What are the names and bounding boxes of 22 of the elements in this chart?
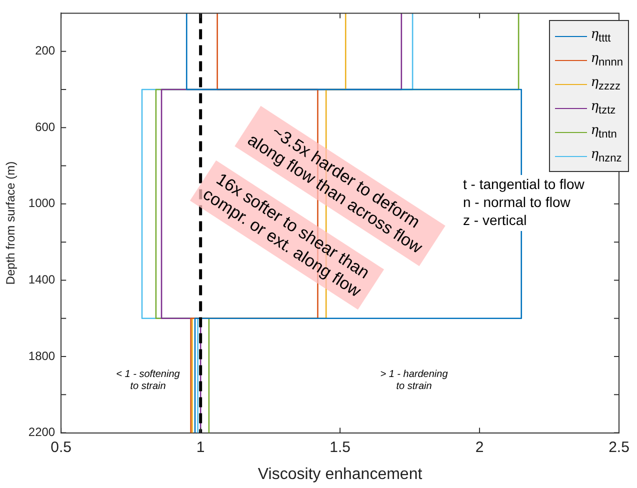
x-tick-label: 2 (475, 438, 484, 456)
legend-label: η$_{nnnn}$ (590, 51, 623, 69)
annotation: < 1 - softening to strain (116, 368, 180, 392)
annotation: t - tangential to flow n - normal to flow z - vertical (463, 176, 586, 228)
y-tick-label: 1400 (28, 272, 56, 287)
y-tick-label: 1800 (28, 348, 56, 363)
legend-label: η$_{zzzz}$ (590, 75, 621, 93)
x-tick-label: 2.5 (608, 438, 630, 456)
legend-label: η$_{nznz}$ (590, 147, 622, 165)
y-axis-title: Depth from surface (m) (4, 161, 18, 285)
y-tick-label: 200 (35, 44, 56, 58)
x-tick-label: 0.5 (50, 438, 72, 456)
y-tick-label: 1000 (28, 196, 56, 210)
x-tick-label: 1 (196, 438, 205, 456)
legend-label: η$_{tttt}$ (590, 27, 611, 45)
legend-label: η$_{tztz}$ (590, 99, 616, 117)
x-tick-label: 1.5 (330, 438, 350, 456)
legend-label: η$_{tntn}$ (590, 123, 617, 141)
annotation: > 1 - hardening to strain (380, 368, 448, 392)
y-tick-label: 600 (35, 120, 56, 134)
x-axis-title: Viscosity enhancement (258, 466, 423, 483)
y-tick-label: 2200 (28, 425, 56, 440)
